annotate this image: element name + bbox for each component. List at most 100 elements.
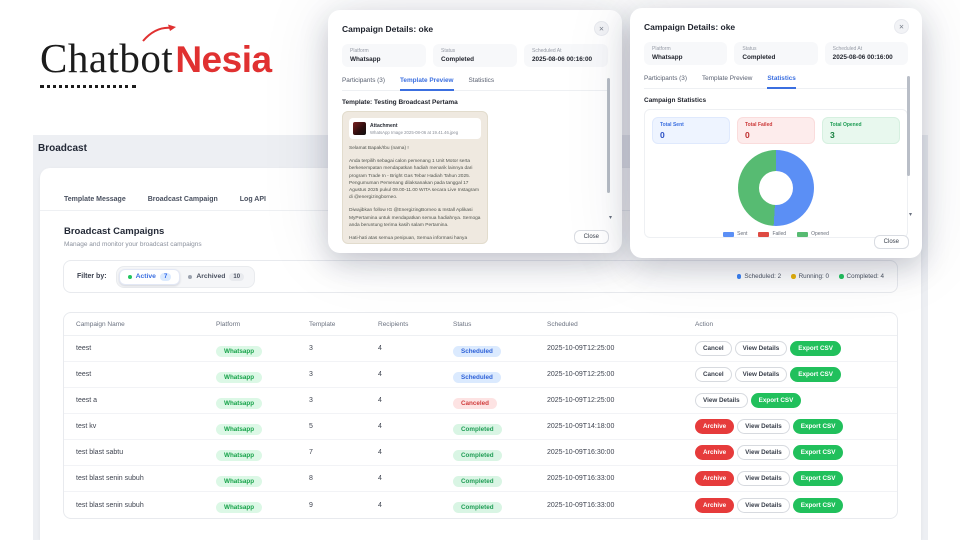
close-button[interactable]: Close — [873, 235, 909, 249]
modal-tab-participants[interactable]: Participants (3) — [644, 75, 687, 82]
row-campaign-name: teest — [76, 345, 92, 352]
status-badge: Scheduled — [453, 345, 501, 357]
close-button[interactable]: Close — [573, 230, 609, 244]
row-recipients-count: 4 — [378, 501, 382, 509]
modal-scrollbar[interactable] — [606, 78, 610, 193]
view-button[interactable]: View Details — [734, 367, 788, 382]
stat-card-opened: Total Opened 3 — [822, 117, 900, 144]
attachment-label: Attachment — [370, 122, 398, 129]
legend-scheduled-label: Scheduled: 2 — [744, 273, 782, 280]
header-template: Template — [309, 320, 336, 328]
close-icon[interactable]: ✕ — [594, 21, 609, 36]
field-scheduled-at: Scheduled At 2025-08-06 00:16:00 — [524, 44, 608, 67]
tab-log-api[interactable]: Log API — [239, 196, 266, 203]
header-recipients: Recipients — [378, 320, 409, 328]
view-button[interactable]: View Details — [737, 471, 790, 486]
archive-button[interactable]: Archive — [695, 471, 735, 486]
filter-option-active[interactable]: Active 7 — [118, 268, 181, 285]
view-button[interactable]: View Details — [734, 341, 788, 356]
campaign-details-modal-statistics: Campaign Details: oke ✕ Platform Whatsap… — [630, 8, 922, 258]
table-body: teest Whatsapp 3 4 Scheduled 2025-10-09T… — [64, 336, 897, 518]
row-actions: Cancel View Details Export CSV — [695, 341, 897, 356]
modal-tabs: Participants (3) Template Preview Statis… — [644, 75, 908, 89]
section-title: Broadcast Campaigns — [64, 226, 165, 237]
row-template-count: 8 — [309, 475, 313, 482]
archive-button[interactable]: Archive — [695, 445, 735, 460]
legend-completed-label: Completed: 4 — [846, 273, 884, 280]
table-header-row: Campaign Name Platform Template Recipien… — [64, 313, 897, 336]
filter-active-count: 7 — [159, 272, 172, 281]
row-template-count: 5 — [309, 423, 313, 430]
header-campaign-name: Campaign Name — [76, 320, 125, 328]
row-campaign-name: teest — [76, 371, 92, 378]
active-dot-icon — [127, 274, 132, 279]
row-campaign-name: test blast senin subuh — [76, 501, 144, 509]
section-subtitle: Manage and monitor your broadcast campai… — [64, 241, 202, 248]
page-title: Broadcast — [38, 143, 87, 154]
filter-label: Filter by: — [77, 273, 107, 280]
attachment-card[interactable]: Attachment WhatsApp Image 2025-08-06 at … — [349, 118, 481, 139]
modal-tab-statistics[interactable]: Statistics — [468, 77, 495, 84]
row-recipients-count: 4 — [378, 475, 382, 482]
close-icon[interactable]: ✕ — [894, 19, 909, 34]
row-actions: View Details Export CSV — [695, 393, 897, 408]
archive-button[interactable]: Archive — [695, 419, 735, 434]
export-button[interactable]: Export CSV — [790, 341, 841, 356]
row-actions: Archive View Details Export CSV — [695, 419, 897, 434]
header-status: Status — [453, 320, 472, 328]
filter-active-label: Active — [135, 273, 156, 280]
row-template-count: 3 — [309, 397, 313, 404]
legend-completed: Completed: 4 — [839, 273, 884, 280]
caret-down-icon[interactable]: ▾ — [908, 212, 912, 218]
tab-template-message[interactable]: Template Message — [64, 196, 126, 203]
legend-sent: Sent — [723, 231, 747, 237]
row-campaign-name: test blast senin subuh — [76, 475, 144, 482]
statistics-heading: Campaign Statistics — [644, 97, 707, 104]
filter-segmented-control: Active 7 Archived 10 — [115, 265, 256, 288]
status-badge: Canceled — [453, 397, 497, 409]
row-scheduled: 2025-10-09T12:25:00 — [547, 345, 615, 352]
export-button[interactable]: Export CSV — [790, 367, 841, 382]
export-button[interactable]: Export CSV — [792, 445, 844, 460]
row-recipients-count: 4 — [378, 397, 382, 404]
modal-tab-statistics[interactable]: Statistics — [767, 75, 796, 89]
caret-down-icon[interactable]: ▾ — [608, 215, 612, 221]
row-template-count: 3 — [309, 345, 313, 352]
export-button[interactable]: Export CSV — [792, 471, 844, 486]
cancel-button[interactable]: Cancel — [695, 341, 732, 356]
row-scheduled: 2025-10-09T12:25:00 — [547, 397, 615, 404]
modal-tab-template-preview[interactable]: Template Preview — [701, 75, 753, 82]
view-button[interactable]: View Details — [737, 419, 790, 434]
cancel-button[interactable]: Cancel — [695, 367, 732, 382]
legend-running-label: Running: 0 — [798, 273, 830, 280]
export-button[interactable]: Export CSV — [792, 497, 844, 513]
whatsapp-preview: Attachment WhatsApp Image 2025-08-06 at … — [342, 111, 488, 244]
view-button[interactable]: View Details — [737, 497, 790, 513]
brand-logo: Chatbot Nesia — [40, 24, 272, 88]
export-button[interactable]: Export CSV — [750, 393, 802, 408]
view-button[interactable]: View Details — [737, 445, 790, 460]
row-actions: Archive View Details Export CSV — [695, 445, 897, 460]
status-badge: Completed — [453, 502, 502, 513]
field-platform: Platform Whatsapp — [342, 44, 426, 67]
table-row: teest a Whatsapp 3 4 Canceled 2025-10-09… — [64, 388, 897, 414]
export-button[interactable]: Export CSV — [792, 419, 844, 434]
view-button[interactable]: View Details — [695, 393, 748, 408]
modal-scrollbar[interactable] — [906, 76, 910, 176]
tab-broadcast-campaign[interactable]: Broadcast Campaign — [147, 196, 218, 203]
logo-text-chatbot: Chatbot — [40, 35, 174, 81]
modal-title: Campaign Details: oke — [644, 21, 736, 32]
modal-tab-template-preview[interactable]: Template Preview — [399, 77, 454, 91]
row-actions: Archive View Details Export CSV — [695, 497, 897, 513]
modal-tab-participants[interactable]: Participants (3) — [342, 77, 385, 84]
archived-dot-icon — [188, 274, 193, 279]
platform-badge: Whatsapp — [216, 345, 263, 357]
row-scheduled: 2025-10-09T16:33:00 — [547, 501, 615, 509]
archive-button[interactable]: Archive — [695, 497, 735, 513]
modal-tabs: Participants (3) Template Preview Statis… — [342, 77, 608, 91]
platform-badge: Whatsapp — [216, 423, 263, 435]
row-recipients-count: 4 — [378, 371, 382, 378]
filter-option-archived[interactable]: Archived 10 — [180, 270, 252, 284]
statistics-panel: Total Sent 0 Total Failed 0 Total Opened… — [644, 109, 908, 238]
